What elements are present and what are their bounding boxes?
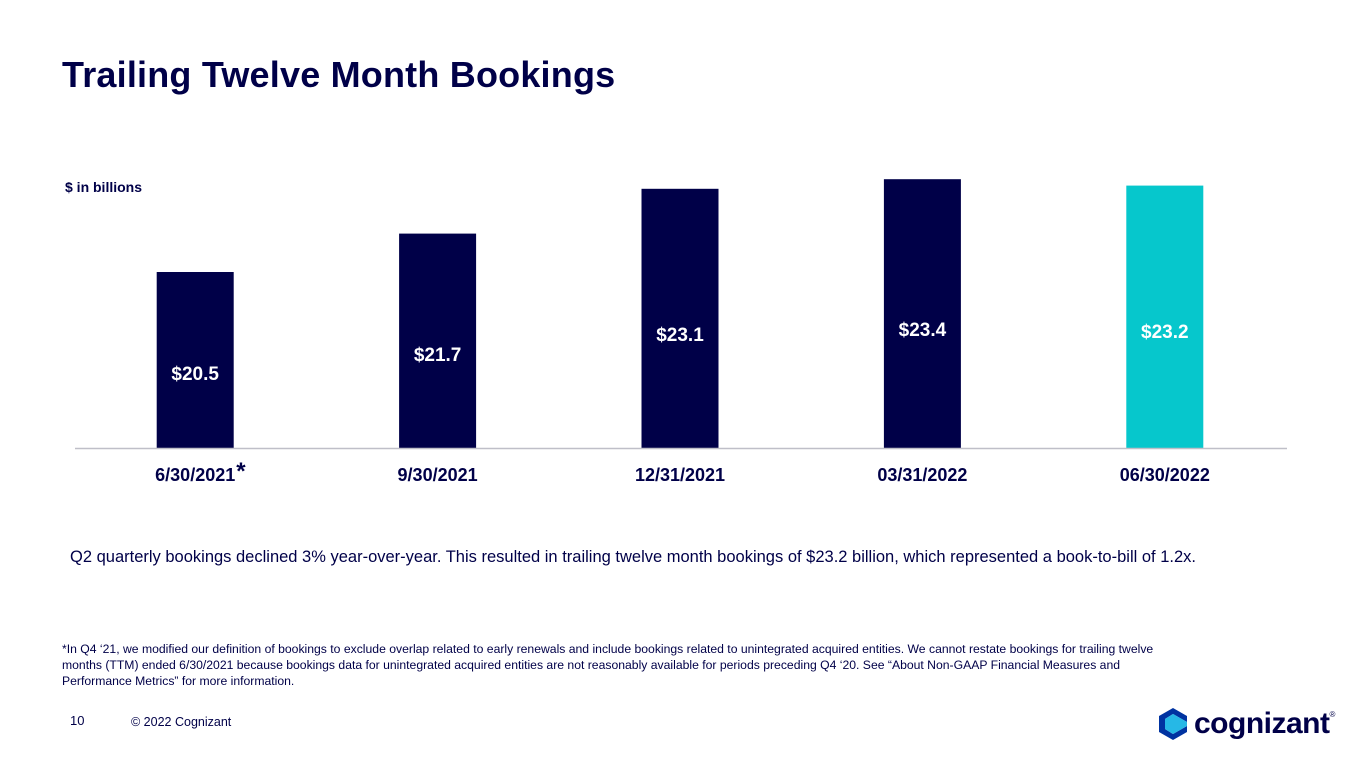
page-title: Trailing Twelve Month Bookings bbox=[62, 54, 616, 95]
x-tick-label-2: 9/30/2021 bbox=[398, 465, 478, 485]
cognizant-logo: cognizant ® bbox=[1155, 705, 1335, 743]
bar-2 bbox=[399, 233, 477, 448]
x-tick-label-1: 6/30/2021 bbox=[155, 465, 235, 485]
x-tick-asterisk-1: * bbox=[236, 458, 246, 485]
x-tick-label-5: 06/30/2022 bbox=[1120, 465, 1210, 485]
bar-1 bbox=[156, 272, 234, 448]
bar-3 bbox=[641, 188, 719, 449]
x-tick-label-4: 03/31/2022 bbox=[877, 465, 967, 485]
footnote: *In Q4 ‘21, we modified our definition o… bbox=[62, 642, 1154, 688]
bar-value-label-4: $23.4 bbox=[899, 320, 947, 341]
bar-value-label-2: $21.7 bbox=[414, 345, 462, 366]
page-number: 10 bbox=[70, 713, 85, 728]
logo-text: cognizant bbox=[1194, 707, 1330, 740]
x-tick-label-3: 12/31/2021 bbox=[635, 465, 725, 485]
cognizant-logo-mark-icon bbox=[1159, 708, 1187, 740]
summary-text: Q2 quarterly bookings declined 3% year-o… bbox=[70, 548, 1196, 566]
bar-value-label-5: $23.2 bbox=[1141, 322, 1189, 343]
bar-chart: $20.5 6/30/2021 * $21.7 9/30/2021 $23.1 12/31/… bbox=[75, 179, 1287, 485]
units-label: $ in billions bbox=[65, 179, 143, 195]
bar-value-label-3: $23.1 bbox=[656, 325, 704, 346]
bar-value-label-1: $20.5 bbox=[171, 364, 219, 385]
bar-4 bbox=[883, 179, 961, 448]
bar-5 bbox=[1126, 185, 1204, 448]
logo-registered-mark: ® bbox=[1329, 710, 1336, 719]
copyright: © 2022 Cognizant bbox=[131, 715, 232, 729]
